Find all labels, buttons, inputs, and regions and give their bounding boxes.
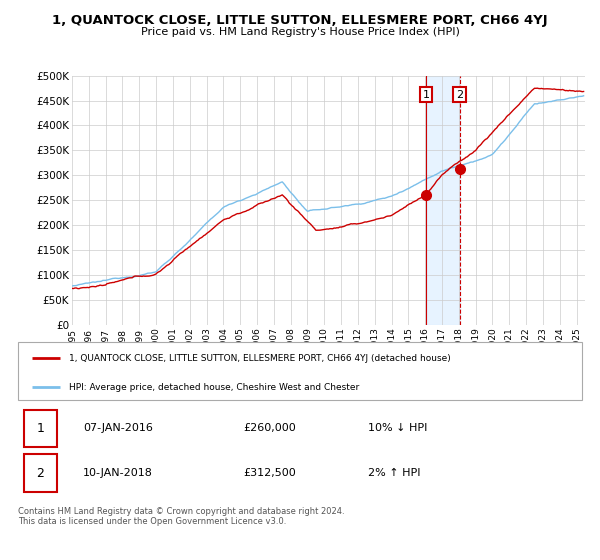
Text: £312,500: £312,500 [244,468,296,478]
Text: 2: 2 [456,90,463,100]
Text: 10-JAN-2018: 10-JAN-2018 [83,468,153,478]
FancyBboxPatch shape [23,454,58,492]
Text: 07-JAN-2016: 07-JAN-2016 [83,423,153,433]
Text: 1: 1 [37,422,44,435]
FancyBboxPatch shape [18,342,582,400]
Text: HPI: Average price, detached house, Cheshire West and Chester: HPI: Average price, detached house, Ches… [69,383,359,392]
Text: Price paid vs. HM Land Registry's House Price Index (HPI): Price paid vs. HM Land Registry's House … [140,27,460,37]
Text: 10% ↓ HPI: 10% ↓ HPI [368,423,427,433]
Bar [426,76,460,325]
Text: 1, QUANTOCK CLOSE, LITTLE SUTTON, ELLESMERE PORT, CH66 4YJ: 1, QUANTOCK CLOSE, LITTLE SUTTON, ELLESM… [52,14,548,27]
Text: Contains HM Land Registry data © Crown copyright and database right 2024.
This d: Contains HM Land Registry data © Crown c… [18,507,344,526]
Text: £260,000: £260,000 [244,423,296,433]
Text: 1, QUANTOCK CLOSE, LITTLE SUTTON, ELLESMERE PORT, CH66 4YJ (detached house): 1, QUANTOCK CLOSE, LITTLE SUTTON, ELLESM… [69,353,451,362]
FancyBboxPatch shape [23,409,58,447]
Text: 2% ↑ HPI: 2% ↑ HPI [368,468,420,478]
Text: 2: 2 [37,466,44,480]
Text: 1: 1 [422,90,430,100]
